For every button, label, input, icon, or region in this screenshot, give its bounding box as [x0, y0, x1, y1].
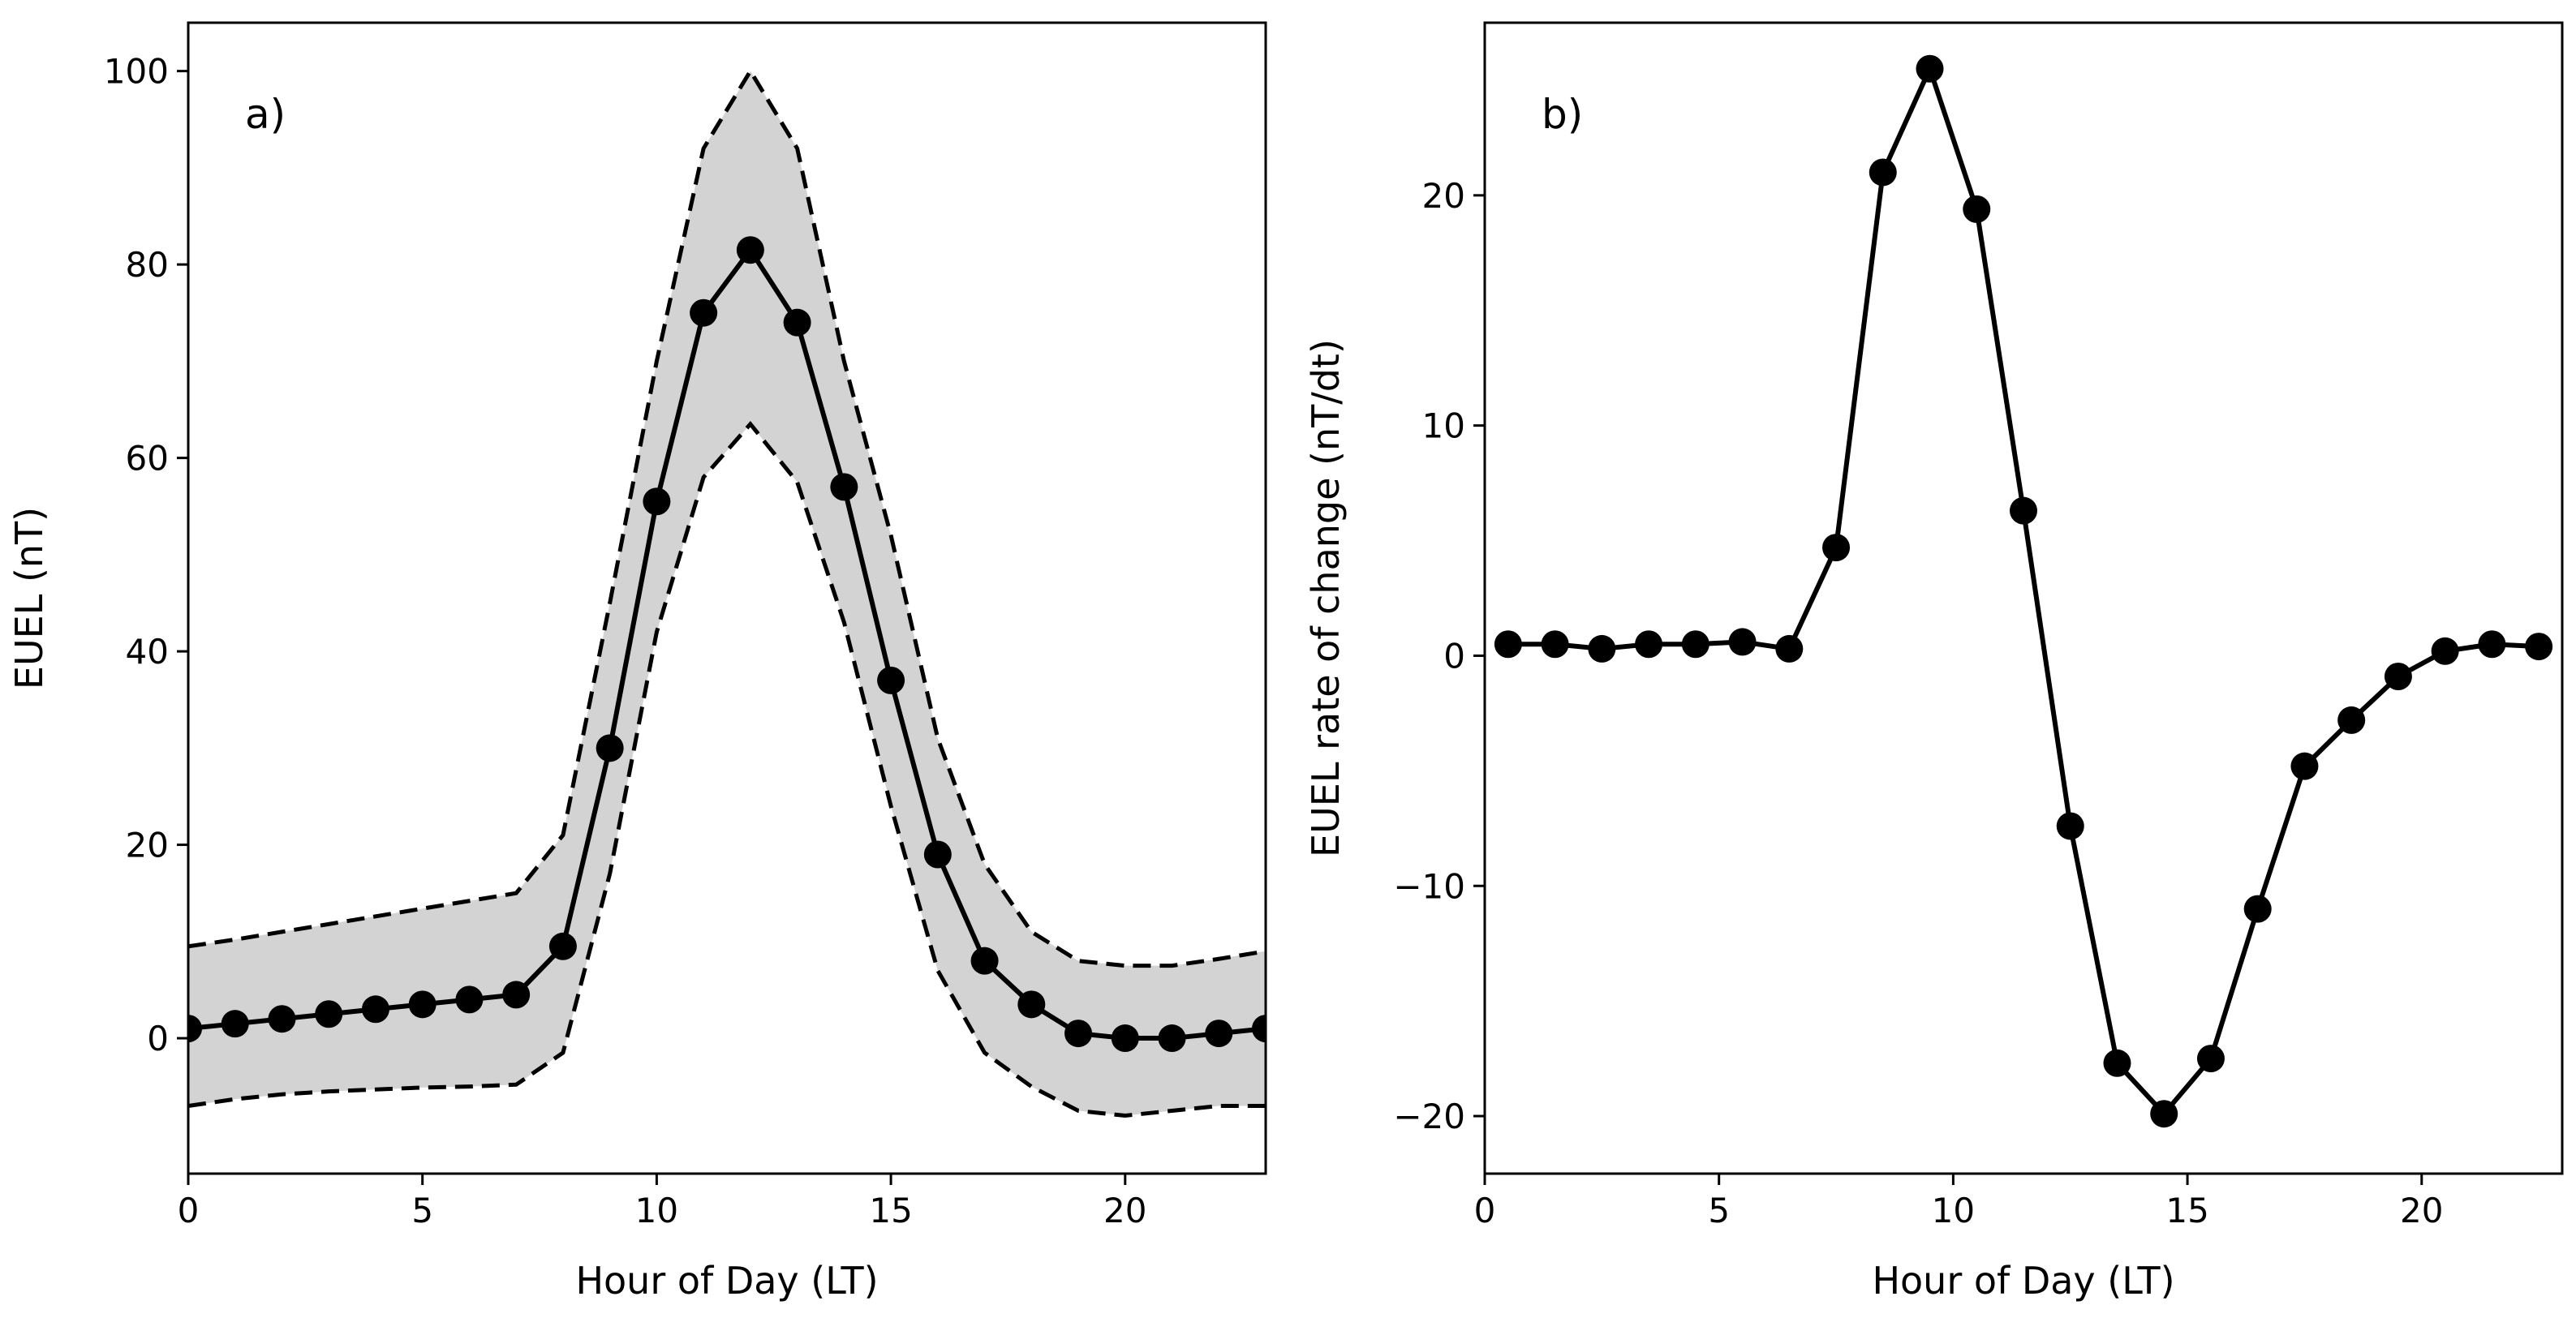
data-point — [643, 487, 671, 516]
data-point — [783, 308, 811, 337]
data-point — [1017, 990, 1046, 1019]
data-point — [2103, 1049, 2131, 1077]
data-point — [2196, 1045, 2225, 1073]
data-point — [2384, 662, 2412, 690]
x-tick-label: 20 — [2400, 1191, 2443, 1230]
data-point — [221, 1010, 249, 1038]
data-point — [596, 734, 624, 762]
data-point — [188, 1015, 202, 1043]
x-tick-label: 15 — [869, 1191, 912, 1230]
y-tick-label: 0 — [1443, 636, 1465, 676]
data-point — [1822, 534, 1851, 562]
x-axis-label: Hour of Day (LT) — [1872, 1259, 2174, 1303]
panel-label: b) — [1542, 91, 1583, 138]
data-point — [970, 947, 999, 975]
data-point — [1869, 158, 1897, 187]
y-tick-label: 0 — [147, 1019, 169, 1058]
x-tick-label: 15 — [2165, 1191, 2208, 1230]
data-point — [2478, 630, 2506, 659]
plot-area — [1494, 54, 2553, 1128]
x-axis-label: Hour of Day (LT) — [575, 1259, 878, 1303]
data-point — [2525, 633, 2553, 661]
data-point — [830, 473, 858, 501]
y-tick-label: −10 — [1393, 866, 1465, 906]
data-point — [1064, 1020, 1093, 1048]
y-tick-label: 10 — [1422, 406, 1465, 446]
data-point — [2431, 637, 2459, 665]
data-point — [455, 985, 484, 1014]
data-point — [548, 932, 577, 960]
data-point — [923, 840, 952, 869]
data-point — [1775, 634, 1804, 663]
data-point — [1111, 1024, 1139, 1053]
x-tick-label: 0 — [178, 1191, 200, 1230]
panel-label: a) — [245, 91, 286, 138]
data-point — [1494, 630, 1522, 659]
data-point — [315, 1000, 343, 1028]
data-point — [1158, 1024, 1186, 1053]
plot-area — [188, 67, 1266, 1118]
x-tick-label: 10 — [635, 1191, 678, 1230]
data-point — [877, 666, 905, 694]
y-axis-label: EUEL (nT) — [7, 507, 51, 689]
data-point — [1541, 630, 1569, 659]
y-tick-label: 40 — [126, 632, 169, 672]
series-line-upper — [188, 67, 1266, 968]
data-point — [2150, 1100, 2178, 1128]
data-point — [1728, 628, 1757, 656]
y-tick-label: 20 — [126, 826, 169, 865]
data-point — [2056, 812, 2084, 840]
data-point — [1635, 630, 1663, 659]
y-axis-label: EUEL rate of change (nT/dt) — [1304, 339, 1348, 857]
data-point — [2010, 496, 2037, 525]
series-line-rate — [1507, 66, 2539, 1117]
axes-frame — [1483, 21, 2564, 1175]
data-point — [1916, 54, 1944, 83]
x-tick-label: 0 — [1474, 1191, 1496, 1230]
panel-b: 0 5 10 15 20 −20 −10 0 10 20 Hour of Day (LT) EUEL … — [1304, 21, 2564, 1303]
data-point — [1963, 195, 1991, 223]
data-point — [1205, 1020, 1233, 1048]
data-point — [502, 981, 531, 1009]
y-tick-label: 100 — [104, 52, 169, 92]
data-point — [690, 298, 718, 327]
y-tick-label: 80 — [126, 245, 169, 285]
uncertainty-band — [188, 71, 1266, 1116]
x-tick-label: 5 — [1708, 1191, 1730, 1230]
data-point — [2337, 706, 2366, 734]
data-point — [268, 1005, 296, 1033]
axes-frame — [187, 21, 1267, 1175]
x-tick-label: 20 — [1103, 1191, 1146, 1230]
data-point — [2243, 895, 2272, 923]
panel-a: 0 5 10 15 20 0 20 40 60 80 100 Hour of Day (LT) EUEL… — [7, 21, 1267, 1303]
y-tick-label: −20 — [1393, 1097, 1465, 1136]
data-point — [1252, 1015, 1266, 1043]
data-point — [361, 995, 389, 1024]
data-point — [736, 236, 764, 264]
data-point — [2290, 752, 2319, 780]
data-point — [408, 990, 437, 1019]
y-tick-label: 60 — [126, 439, 169, 479]
y-tick-label: 20 — [1422, 176, 1465, 216]
x-tick-label: 5 — [411, 1191, 433, 1230]
data-point — [1681, 630, 1709, 659]
x-tick-label: 10 — [1932, 1191, 1975, 1230]
data-point — [1588, 634, 1616, 663]
